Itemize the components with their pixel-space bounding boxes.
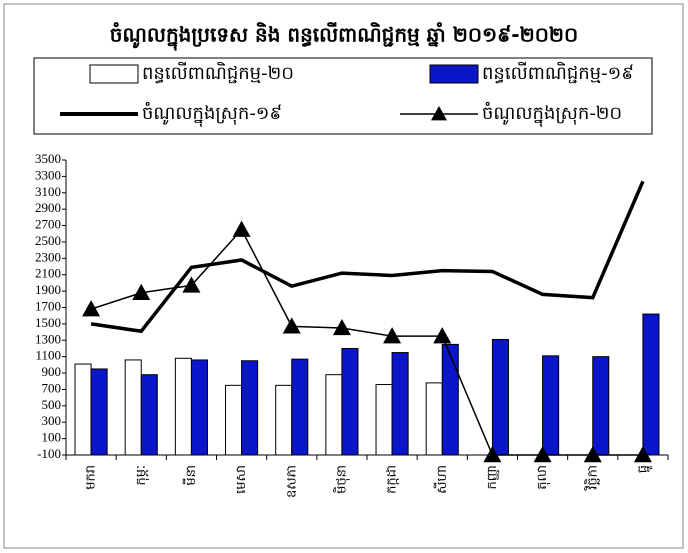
y-tick-label: 300: [42, 413, 62, 428]
bar: [241, 360, 259, 456]
bar: [90, 368, 108, 456]
legend-marker: [431, 106, 447, 121]
legend-label: ចំណូលក្នុងស្រុក-១៩: [142, 101, 282, 127]
x-tick-label: ឧសភា: [284, 465, 299, 498]
line: [90, 228, 643, 456]
y-tick-label: 1500: [35, 315, 61, 330]
x-tick-label: វិច្ឆិកា: [583, 465, 600, 491]
x-tick-label: មិថុនា: [332, 465, 350, 494]
y-tick-label: 2900: [35, 200, 61, 215]
y-tick-label: 700: [42, 380, 62, 395]
bar: [190, 359, 208, 456]
marker: [433, 327, 452, 344]
marker: [132, 283, 151, 300]
bar: [375, 384, 393, 456]
y-tick-label: 1700: [35, 298, 61, 313]
bar: [592, 356, 610, 456]
legend-swatch: [89, 64, 139, 84]
bar: [124, 359, 142, 456]
marker: [332, 318, 351, 336]
marker: [383, 327, 402, 344]
legend-label: ពន្ធលើពាណិជ្ជកម្ម-១៩: [482, 61, 634, 84]
x-tick-label: ធ្នូ: [635, 465, 652, 473]
x-tick-label: កក្កដា: [385, 465, 400, 494]
y-tick-label: 3300: [35, 167, 61, 182]
y-tick-label: 500: [42, 397, 62, 412]
y-tick-label: 1300: [35, 331, 61, 346]
marker: [583, 446, 602, 463]
x-tick-label: កញ្ញា: [485, 465, 500, 490]
marker: [182, 276, 201, 293]
bar: [174, 357, 192, 456]
y-tick-label: 3500: [35, 151, 61, 166]
x-tick-label: មករា: [84, 465, 99, 490]
legend-swatch: [429, 64, 479, 84]
bar: [542, 355, 560, 456]
y-tick-label: 100: [42, 430, 62, 445]
bar: [391, 352, 409, 456]
y-tick-label: 1900: [35, 282, 61, 297]
bar: [341, 347, 359, 456]
bar: [491, 338, 509, 456]
y-tick-label: 2300: [35, 249, 61, 264]
bar: [225, 384, 243, 456]
y-tick-label: 1100: [35, 348, 61, 363]
legend-box: [33, 57, 653, 135]
x-tick-label: កុម្ភៈ: [134, 465, 150, 485]
bar: [291, 358, 309, 456]
marker: [633, 446, 652, 463]
bar: [425, 382, 443, 456]
y-tick-label: 2100: [35, 266, 61, 281]
y-tick-label: 900: [42, 364, 62, 379]
bar: [325, 374, 343, 456]
bar: [74, 363, 92, 456]
marker: [483, 446, 502, 463]
marker: [232, 220, 251, 237]
marker: [282, 317, 301, 334]
legend-label: ពន្ធលើពាណិជ្ជកម្ម-២០: [142, 61, 294, 84]
y-tick-label: 3100: [35, 184, 61, 199]
x-tick-label: មេសា: [234, 465, 249, 494]
y-tick-label: 2500: [35, 233, 61, 248]
marker: [82, 300, 101, 317]
x-tick-label: សីហា: [433, 465, 450, 494]
y-tick-label: 2700: [35, 217, 61, 232]
x-tick-label: តុលា: [535, 465, 551, 490]
line: [90, 180, 645, 334]
bar: [275, 384, 293, 456]
x-tick-label: មីនា: [182, 465, 199, 486]
bar: [642, 313, 660, 456]
bar: [441, 343, 459, 456]
bar: [140, 374, 158, 456]
legend: ពន្ធលើពាណិជ្ជកម្ម-២០ ពន្ធលើពាណិជ្ជកម្ម-១៩…: [33, 57, 653, 135]
y-tick-label: -100: [37, 446, 61, 461]
marker: [533, 446, 552, 463]
legend-label: ចំណូលក្នុងស្រុក-២០: [482, 101, 622, 127]
